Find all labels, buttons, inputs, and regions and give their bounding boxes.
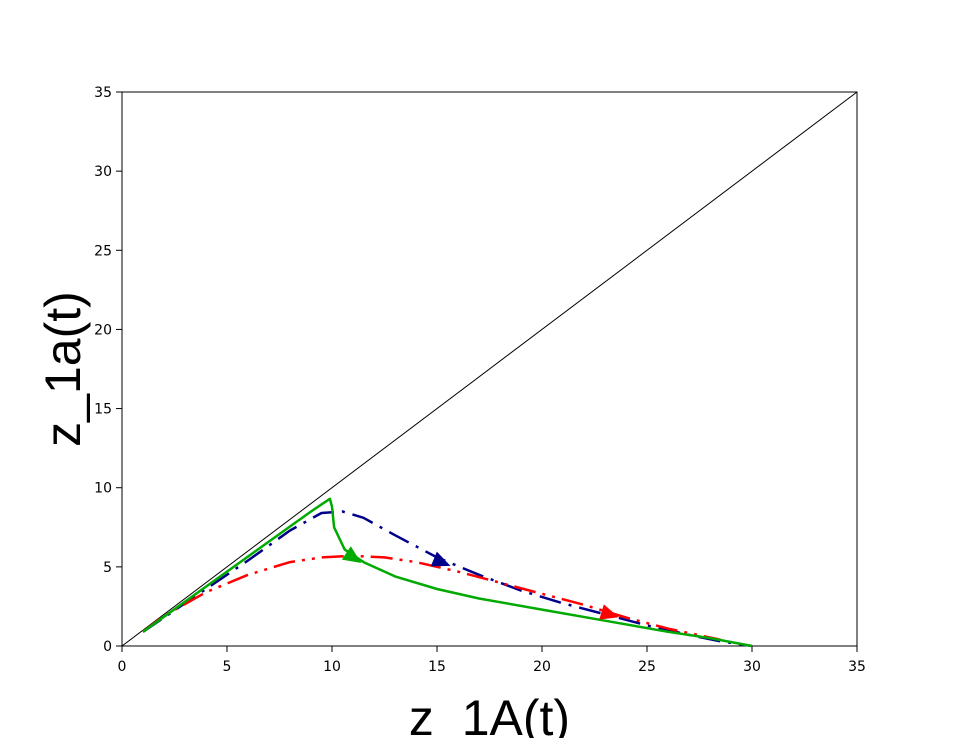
y-tick-label: 25 <box>94 243 112 259</box>
y-tick-label: 10 <box>94 481 112 497</box>
y-tick-label: 35 <box>94 85 112 101</box>
series-line-3 <box>142 497 753 648</box>
arrow-layer <box>341 546 619 620</box>
x-axis-title: z_1A(t) <box>409 690 570 738</box>
y-tick-label: 30 <box>94 164 112 180</box>
y-tick-label: 0 <box>103 639 112 655</box>
plot-frame <box>121 91 858 647</box>
x-tick-label: 0 <box>118 659 127 675</box>
axis-ticks <box>116 91 858 652</box>
x-tick-label: 10 <box>323 659 341 675</box>
tick-labels: 0 5 10 15 20 25 30 35 0 5 10 15 20 25 30 35 <box>94 85 866 675</box>
series-layer <box>121 91 858 648</box>
x-tick-label: 25 <box>638 659 656 675</box>
series-line-1 <box>142 510 753 648</box>
x-tick-label: 15 <box>428 659 446 675</box>
series-line-2 <box>142 554 721 641</box>
y-tick-label: 20 <box>94 322 112 338</box>
y-tick-label: 15 <box>94 402 112 418</box>
x-tick-label: 35 <box>848 659 866 675</box>
x-tick-label: 5 <box>223 659 232 675</box>
x-tick-label: 20 <box>533 659 551 675</box>
y-axis-title: z_1a(t) <box>35 291 91 447</box>
direction-arrow-1 <box>430 551 451 567</box>
y-tick-label: 5 <box>103 560 112 576</box>
direction-arrow-2 <box>599 604 619 620</box>
diagonal-reference-line <box>121 91 858 647</box>
x-tick-label: 30 <box>743 659 761 675</box>
direction-arrow-3 <box>341 546 362 563</box>
